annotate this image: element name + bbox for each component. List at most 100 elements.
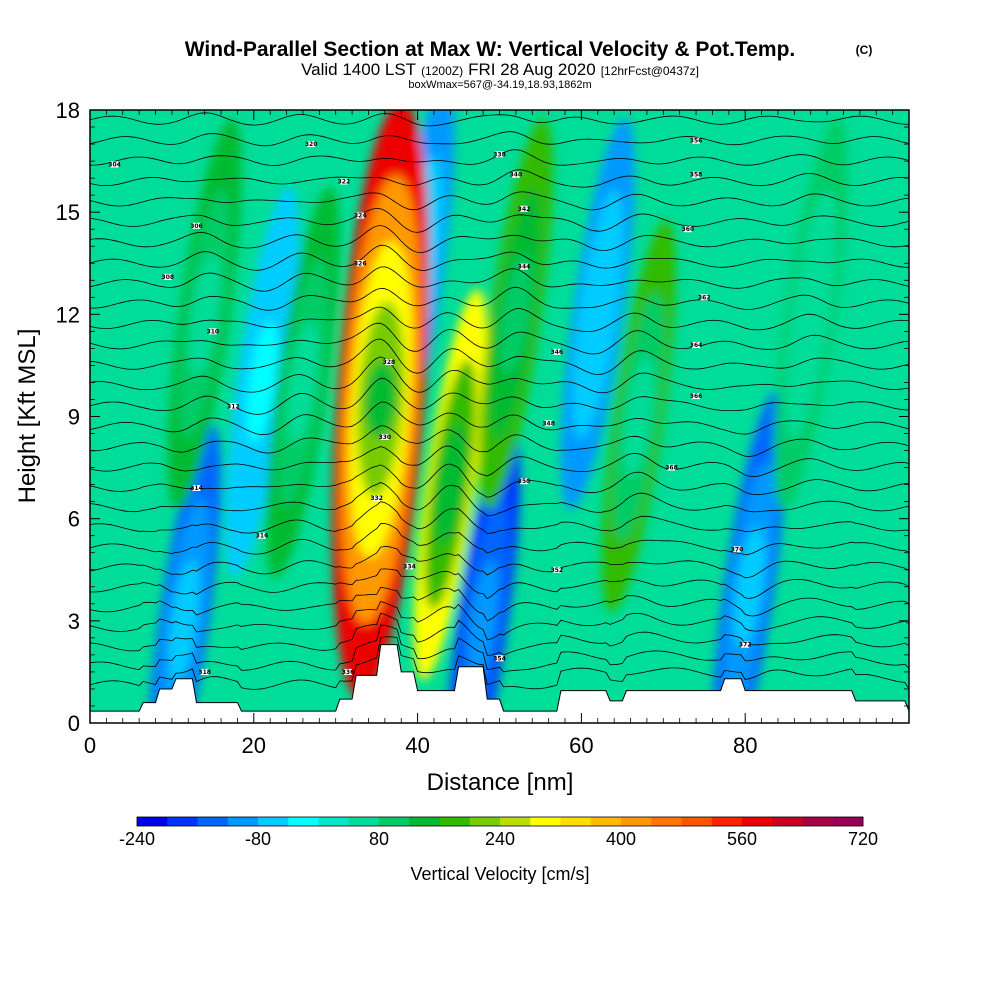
- contour-label-box: [552, 348, 561, 355]
- contour-label-box: [384, 359, 393, 366]
- colorbar-tick-label: 240: [485, 829, 515, 849]
- updraft-core: [434, 423, 466, 546]
- x-axis: 0 20 40 60 80: [84, 110, 894, 758]
- contour-label: 366: [690, 393, 703, 400]
- contour-label: 348: [542, 420, 555, 427]
- subtitle-utc: (1200Z): [421, 64, 463, 78]
- x-axis-label: Distance [nm]: [427, 769, 574, 796]
- colorbar-tick-label: 560: [727, 829, 757, 849]
- colorbar-swatch: [318, 817, 350, 826]
- contour-label: 322: [338, 179, 351, 186]
- contour-label: 330: [379, 434, 392, 441]
- box-info: boxWmax=567@-34.19,18.93,1862m: [408, 79, 591, 91]
- x-tick-label: 60: [569, 733, 593, 758]
- x-tick-label: 0: [84, 733, 96, 758]
- subtitle-forecast: [12hrFcst@0437z]: [601, 64, 699, 78]
- isentrope-line: [90, 586, 909, 622]
- colorbar-tick-label: -240: [119, 829, 155, 849]
- contour-label-box: [339, 178, 348, 185]
- contour-label-box: [110, 161, 119, 168]
- contour-label-box: [372, 495, 381, 502]
- contour-label-box: [307, 141, 316, 148]
- isentrope-line: [90, 225, 909, 254]
- isentrope-line: [90, 377, 909, 415]
- contour-label-box: [229, 403, 238, 410]
- contour-label: 310: [207, 328, 220, 335]
- contour-label-box: [520, 205, 529, 212]
- downdraft-core: [582, 253, 614, 376]
- contour-label-box: [520, 478, 529, 485]
- contour-label-box: [343, 668, 352, 675]
- downdraft-core: [246, 321, 278, 444]
- colorbar-swatch: [651, 817, 682, 826]
- isentrope-line: [90, 636, 909, 690]
- y-tick-label: 12: [56, 302, 80, 327]
- colorbar-tick-label: 400: [606, 829, 636, 849]
- isentrope-line: [90, 401, 909, 436]
- contour-label: 334: [403, 563, 416, 570]
- downdraft-core: [733, 526, 765, 648]
- y-axis: 0 3 6 9 12 15 18: [56, 98, 909, 736]
- contour-label: 318: [198, 669, 211, 676]
- contour-label: 304: [108, 161, 121, 168]
- contour-label-box: [208, 328, 217, 335]
- contour-label: 370: [731, 546, 744, 553]
- colorbar: -240 -80 80 240 400 560 720: [119, 816, 878, 849]
- colorbar-swatch: [621, 817, 652, 826]
- colorbar-tick-label: 720: [848, 829, 878, 849]
- isentrope-line: [90, 356, 909, 394]
- isentrope-line: [90, 93, 909, 107]
- contour-label-box: [692, 393, 701, 400]
- isentrope-line: [90, 612, 909, 656]
- isentrope-line: [90, 131, 909, 147]
- updraft-core: [623, 355, 655, 478]
- contour-label: 332: [370, 495, 383, 502]
- contour-label-box: [683, 226, 692, 233]
- colorbar-swatch: [560, 817, 592, 826]
- colorbar-label: Vertical Velocity [cm/s]: [410, 864, 589, 884]
- y-tick-label: 6: [68, 507, 80, 532]
- contour-label: 326: [354, 260, 367, 267]
- chart-title: Wind-Parallel Section at Max W: Vertical…: [185, 38, 796, 61]
- contour-label: 350: [518, 478, 531, 485]
- x-tick-label: 40: [405, 733, 429, 758]
- contour-label-box: [380, 433, 389, 440]
- chart-subtitle: Valid 1400 LST (1200Z) FRI 28 Aug 2020 [12h…: [301, 60, 699, 79]
- subtitle-valid: Valid 1400 LST: [301, 60, 416, 79]
- terrain: [90, 644, 909, 723]
- plot-area: 304 306 308 310 312 314 316 318 320 322 324 326 328 3…: [90, 93, 909, 723]
- contour-label: 320: [305, 141, 318, 148]
- colorbar-swatch: [137, 817, 168, 826]
- colorbar-swatch: [500, 817, 531, 826]
- colorbar-swatch: [258, 817, 289, 826]
- contour-label-box: [257, 532, 266, 539]
- contour-label: 344: [518, 264, 531, 271]
- y-tick-label: 15: [56, 200, 80, 225]
- isentrope-line: [90, 523, 909, 556]
- contour-label-box: [520, 263, 529, 270]
- downdraft-core: [467, 560, 499, 682]
- colorbar-swatch: [681, 817, 713, 826]
- colorbar-swatch: [288, 817, 319, 826]
- contour-label-box: [544, 420, 553, 427]
- isentrope-line: [90, 266, 909, 292]
- contour-label: 364: [690, 342, 703, 349]
- contour-label-box: [495, 655, 504, 662]
- contour-label: 312: [227, 403, 240, 410]
- contour-label-box: [356, 212, 365, 219]
- contour-label-box: [552, 566, 561, 573]
- potential-temperature-contours: [90, 93, 909, 690]
- updraft-core: [500, 253, 532, 376]
- contour-labels: 304 306 308 310 312 314 316 318 320 322 324 326 328 3…: [108, 137, 751, 676]
- colorbar-frame: [136, 816, 864, 827]
- contour-label-box: [200, 668, 209, 675]
- isentrope-line: [90, 191, 909, 211]
- contour-label-box: [692, 171, 701, 178]
- isentrope-line: [90, 445, 909, 478]
- contour-label-box: [495, 151, 504, 158]
- contour-label-box: [667, 464, 676, 471]
- contour-label: 354: [493, 655, 506, 662]
- contour-label-box: [163, 273, 172, 280]
- contour-label-box: [741, 641, 750, 648]
- contour-label: 328: [383, 359, 396, 366]
